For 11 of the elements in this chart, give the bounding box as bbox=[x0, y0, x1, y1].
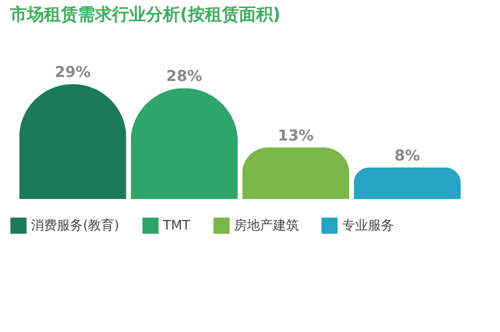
legend-label: TMT bbox=[162, 218, 190, 234]
legend-label: 房地产建筑 bbox=[234, 218, 299, 234]
data-label: 28% bbox=[166, 67, 202, 86]
data-label: 29% bbox=[54, 63, 91, 82]
data-label: 13% bbox=[278, 126, 314, 145]
bar bbox=[242, 148, 350, 199]
legend-label: 专业服务 bbox=[342, 218, 394, 234]
legend-label: 消费服务(教育) bbox=[31, 218, 120, 234]
bar bbox=[354, 167, 461, 199]
data-label: 8% bbox=[394, 146, 420, 164]
chart-title: 市场租赁需求行业分析(按租赁面积) bbox=[9, 5, 281, 25]
